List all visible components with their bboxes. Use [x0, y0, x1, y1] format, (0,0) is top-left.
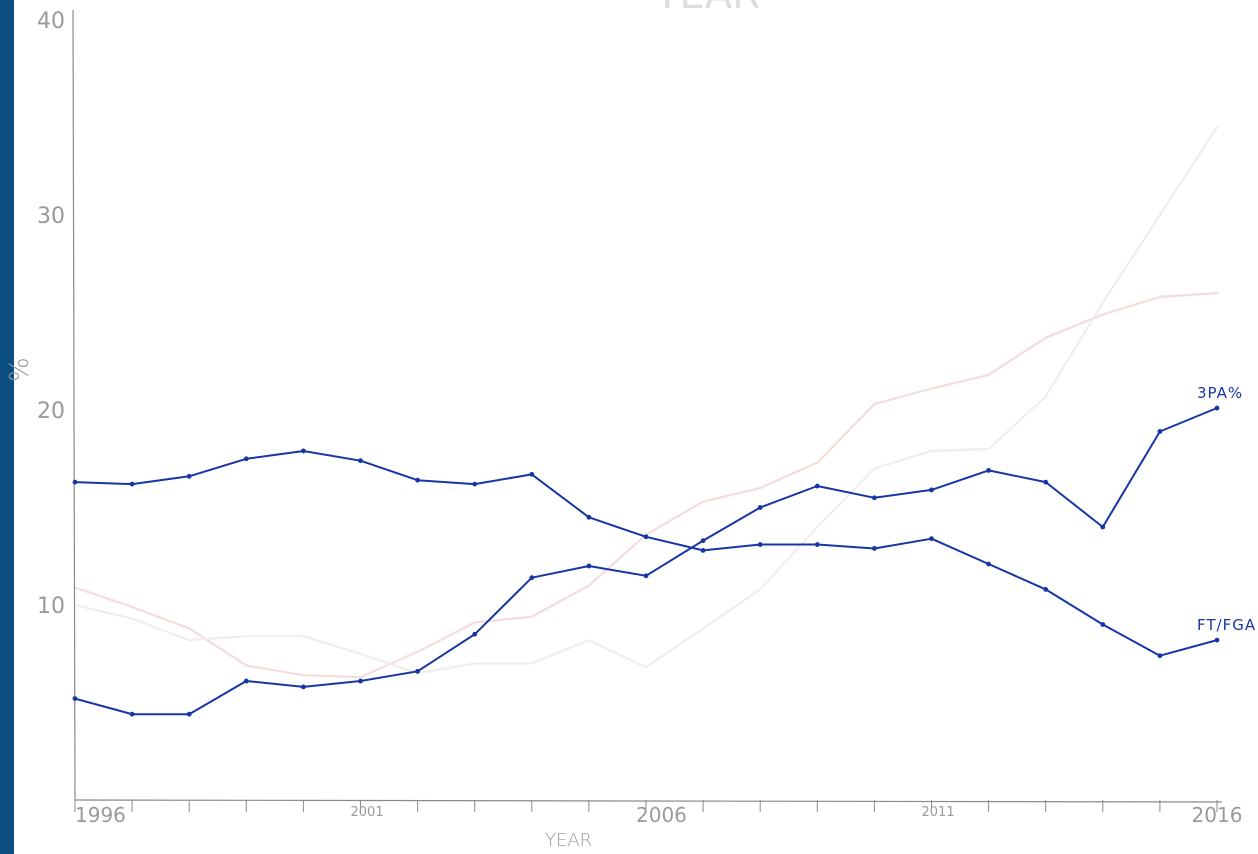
background-series-line — [73, 291, 1219, 679]
data-point — [301, 684, 306, 690]
x-axis-label: YEAR — [545, 830, 592, 851]
data-point — [929, 487, 934, 493]
data-point — [129, 711, 135, 717]
data-point — [643, 573, 649, 579]
data-point — [186, 711, 192, 717]
data-point — [814, 542, 820, 547]
x-axis-line — [74, 799, 1223, 803]
data-point — [529, 471, 535, 477]
data-point — [72, 696, 78, 701]
data-point — [243, 456, 249, 462]
data-point — [929, 536, 934, 542]
data-point — [472, 631, 478, 637]
data-point — [129, 481, 135, 487]
data-point — [872, 495, 877, 501]
chart-title-fragment: YEAR — [654, 0, 760, 18]
data-point — [1214, 405, 1220, 411]
y-axis-label: % — [5, 357, 35, 382]
y-tick-label: 30 — [37, 204, 65, 229]
data-point — [1157, 653, 1163, 659]
data-point — [301, 448, 306, 454]
data-point — [529, 575, 535, 581]
data-point — [72, 479, 78, 485]
left-border-strip — [0, 0, 14, 854]
y-tick-label: 40 — [37, 9, 65, 34]
data-point — [1043, 587, 1049, 592]
data-point — [700, 548, 706, 553]
data-point — [986, 468, 991, 473]
x-tick-label: 1996 — [75, 803, 126, 827]
x-tick-label: 2016 — [1192, 803, 1243, 827]
highlighted-series-layer: 3PA% FT/FGA — [72, 384, 1256, 717]
data-point — [643, 534, 649, 540]
data-point — [186, 473, 192, 479]
series-label: FT/FGA — [1197, 616, 1256, 634]
x-tick-label: 2006 — [636, 803, 687, 827]
y-axis-line — [72, 9, 76, 801]
data-point — [700, 538, 706, 544]
data-point — [814, 483, 820, 489]
background-series-line — [73, 126, 1219, 675]
data-point — [757, 505, 763, 510]
x-tick-label: 2001 — [351, 805, 384, 820]
data-point — [1100, 524, 1106, 530]
data-point — [586, 514, 592, 520]
data-point — [1157, 429, 1163, 434]
data-point — [872, 546, 877, 551]
data-point — [472, 481, 478, 487]
data-point — [1214, 637, 1220, 643]
background-series-layer — [73, 126, 1219, 679]
data-point — [358, 678, 363, 684]
y-tick-label: 10 — [37, 594, 65, 619]
series-label: 3PA% — [1197, 384, 1243, 402]
data-point — [586, 563, 592, 569]
axes-layer: 1996 2001 2006 2011 2016 10 20 30 40 — [37, 9, 1242, 827]
data-point — [358, 458, 363, 464]
data-point — [415, 668, 420, 674]
data-point — [1100, 622, 1106, 627]
data-point — [757, 542, 763, 547]
y-tick-label: 20 — [37, 399, 65, 424]
data-point — [1043, 479, 1049, 485]
data-point — [415, 477, 420, 483]
x-tick-label: 2011 — [922, 805, 955, 820]
data-point — [986, 561, 991, 567]
data-point — [243, 678, 249, 684]
